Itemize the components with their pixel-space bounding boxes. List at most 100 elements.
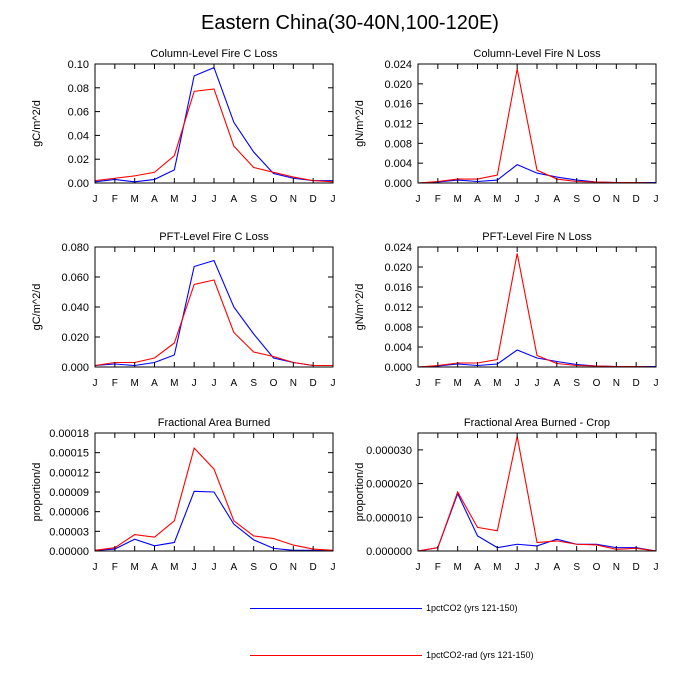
x-tick-label: A: [553, 194, 560, 205]
y-tick-label: 0.008: [384, 322, 412, 334]
x-tick-label: D: [633, 378, 640, 389]
x-tick-label: M: [453, 194, 461, 205]
y-tick-label: 0.00015: [49, 448, 89, 460]
x-tick-label: O: [593, 562, 601, 573]
panel-title: Fractional Area Burned - Crop: [464, 417, 610, 429]
x-tick-label: J: [93, 562, 98, 573]
series-line: [94, 259, 333, 367]
x-tick-label: S: [250, 562, 257, 573]
y-tick-label: 0.012: [384, 302, 412, 314]
y-tick-label: 0.00003: [49, 526, 89, 538]
series-line: [417, 436, 657, 552]
y-tick-label: 0.000: [384, 178, 412, 190]
x-tick-label: S: [250, 194, 257, 205]
legend-swatch: [250, 608, 422, 609]
x-tick-label: M: [453, 378, 461, 389]
series-line: [94, 446, 334, 551]
x-tick-label: M: [130, 562, 138, 573]
x-tick-label: F: [435, 562, 441, 573]
x-tick-label: D: [633, 562, 640, 573]
page-title: Eastern China(30-40N,100-120E): [201, 12, 499, 34]
series-line: [94, 66, 333, 183]
y-tick-label: 0.024: [384, 59, 412, 71]
x-tick-label: N: [613, 378, 620, 389]
y-tick-label: 0.00000: [49, 546, 89, 558]
x-tick-label: F: [435, 378, 441, 389]
y-axis-label: gN/m^2/d: [354, 284, 366, 331]
y-tick-label: 0.040: [61, 302, 89, 314]
legend-item: 1pctCO2-rad (yrs 121-150): [250, 647, 650, 663]
x-tick-label: J: [654, 194, 659, 205]
y-tick-label: 0.00018: [49, 428, 89, 440]
y-tick-label: 0.020: [384, 79, 412, 91]
x-tick-label: J: [192, 378, 197, 389]
panel-title: Column-Level Fire N Loss: [473, 48, 601, 60]
y-axis-label: proportion/d: [31, 463, 43, 522]
x-tick-label: J: [192, 194, 197, 205]
x-tick-label: J: [93, 378, 98, 389]
y-axis-label: gN/m^2/d: [354, 100, 366, 147]
x-tick-label: J: [212, 562, 217, 573]
x-tick-label: A: [553, 378, 560, 389]
y-tick-label: 0.004: [384, 158, 412, 170]
y-tick-label: 0.060: [61, 272, 89, 284]
y-tick-label: 0.020: [384, 262, 412, 274]
y-tick-label: 0.02: [68, 154, 89, 166]
x-tick-label: D: [310, 378, 317, 389]
plot-frame: [94, 246, 334, 368]
x-tick-label: A: [151, 378, 158, 389]
y-tick-label: 0.00006: [49, 507, 89, 519]
chart-panel: J F M A M J J A S O N D J 0.000 0.004 0.008 0.012 0.016 0.…: [354, 231, 659, 389]
panel-title: Column-Level Fire C Loss: [150, 48, 278, 60]
y-tick-label: 0.000020: [366, 479, 412, 491]
x-tick-label: J: [535, 194, 540, 205]
x-tick-label: S: [250, 378, 257, 389]
x-tick-label: F: [435, 194, 441, 205]
x-tick-label: J: [654, 562, 659, 573]
x-tick-label: J: [416, 194, 421, 205]
y-tick-label: 0.000010: [366, 512, 412, 524]
x-tick-label: A: [474, 378, 481, 389]
legend-item: 1pctCO2 (yrs 121-150): [250, 600, 650, 616]
x-tick-label: N: [290, 194, 297, 205]
y-tick-label: 0.00012: [49, 467, 89, 479]
legend: 1pctCO2 (yrs 121-150) 1pctCO2-rad (yrs 1…: [250, 598, 650, 668]
y-tick-label: 0.10: [68, 59, 89, 71]
x-tick-label: J: [212, 378, 217, 389]
x-tick-label: N: [290, 562, 297, 573]
chart-panel: J F M A M J J A S O N D J 0.00 0.02 0.04 0.06 0.08 0.10 Col…: [31, 48, 336, 205]
x-tick-label: M: [453, 562, 461, 573]
y-axis-label: gC/m^2/d: [31, 100, 43, 147]
x-tick-label: J: [654, 378, 659, 389]
plot-frame: [417, 63, 657, 184]
y-tick-label: 0.024: [384, 242, 412, 254]
x-tick-label: A: [151, 562, 158, 573]
x-tick-label: M: [130, 378, 138, 389]
x-tick-label: J: [535, 378, 540, 389]
x-tick-label: O: [593, 378, 601, 389]
x-tick-label: M: [493, 378, 501, 389]
series-line: [417, 253, 657, 368]
x-tick-label: J: [416, 378, 421, 389]
y-tick-label: 0.012: [384, 119, 412, 131]
x-tick-label: S: [573, 378, 580, 389]
x-tick-label: J: [515, 562, 520, 573]
x-tick-label: J: [515, 194, 520, 205]
y-tick-label: 0.004: [384, 342, 412, 354]
x-tick-label: F: [112, 378, 118, 389]
y-tick-label: 0.08: [68, 83, 89, 95]
x-tick-label: F: [112, 194, 118, 205]
y-tick-label: 0.04: [68, 130, 89, 142]
series-line: [417, 68, 657, 184]
y-tick-label: 0.016: [384, 282, 412, 294]
x-tick-label: A: [151, 194, 158, 205]
panel-title: Fractional Area Burned: [158, 417, 271, 429]
y-tick-label: 0.06: [68, 107, 89, 119]
x-tick-label: J: [192, 562, 197, 573]
x-tick-label: J: [331, 194, 336, 205]
y-tick-label: 0.000: [384, 362, 412, 374]
x-tick-label: M: [493, 194, 501, 205]
series-line: [94, 279, 333, 367]
x-tick-label: O: [270, 562, 278, 573]
